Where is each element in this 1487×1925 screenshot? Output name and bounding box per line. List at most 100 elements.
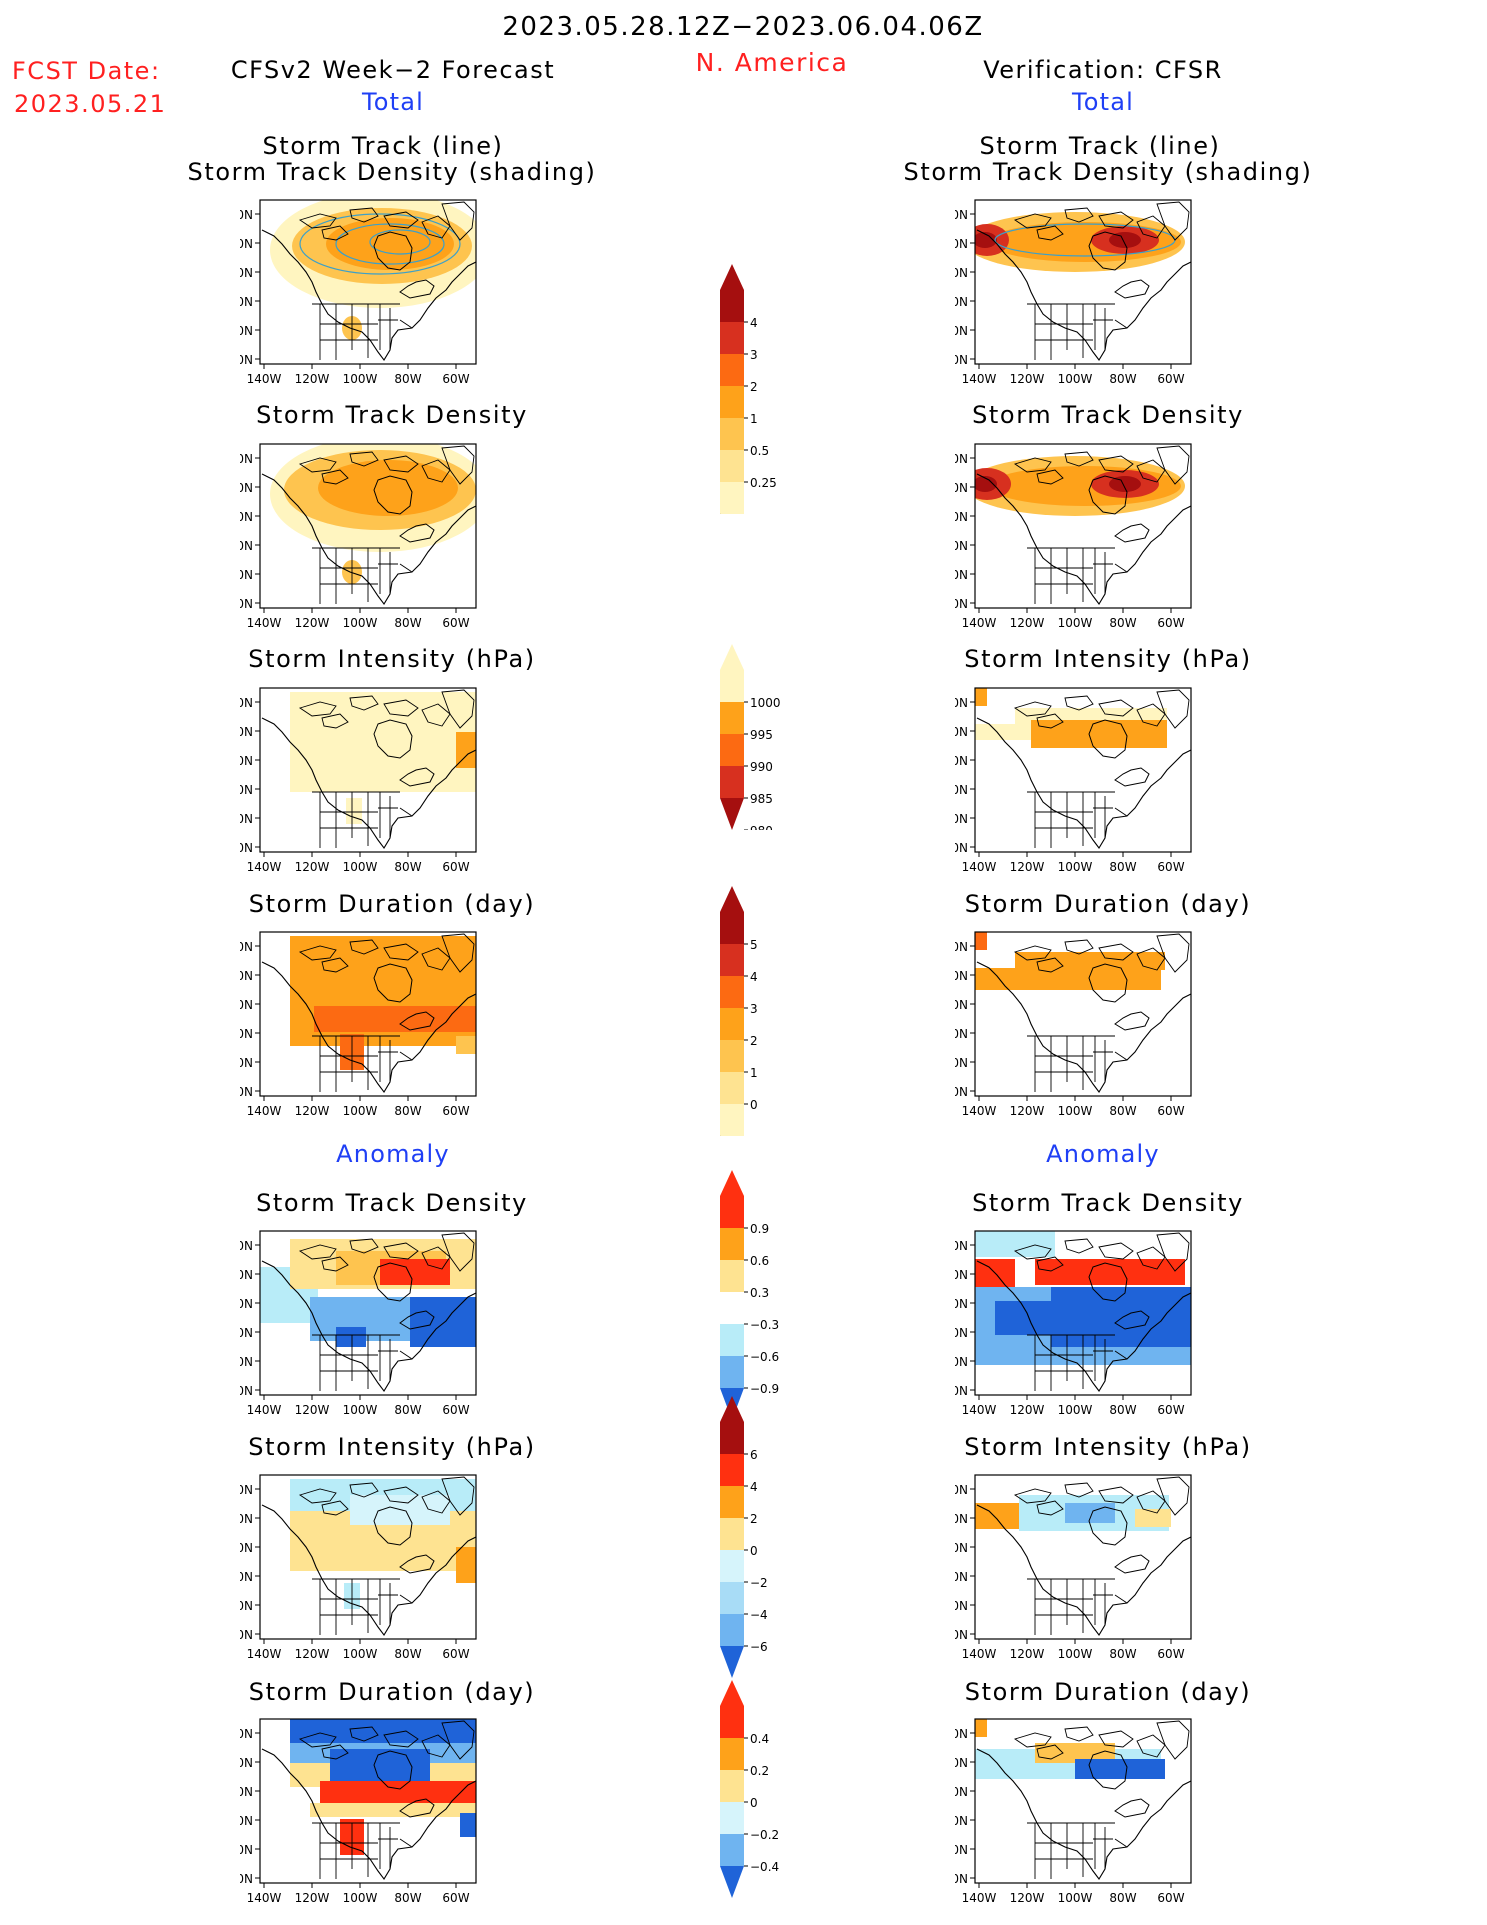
lat-tick-label: 40N [955,324,968,338]
lat-tick-label: 70N [240,969,253,983]
lat-tick-label: 70N [955,481,968,495]
lat-tick-label: 70N [240,725,253,739]
lat-tick-label: 40N [955,812,968,826]
lon-tick-label: 120W [1010,1104,1045,1118]
lon-tick-label: 140W [247,1104,282,1118]
forecast-column-title: CFSv2 Week−2 Forecast [230,56,556,84]
colorbar-tick-label: 4 [750,970,758,984]
lat-tick-label: 60N [955,998,968,1012]
lon-tick-label: 80W [394,1403,421,1417]
lon-tick-label: 60W [1157,860,1184,874]
panel-title-duration-anom-fcst: Storm Duration (day) [248,1678,536,1706]
colorbar-tick-label: 985 [750,792,773,806]
lon-tick-label: 60W [1157,1891,1184,1905]
colorbar-tick-label: 0 [750,1796,758,1810]
lat-tick-label: 80N [240,452,253,466]
lon-tick-label: 60W [1157,1647,1184,1661]
lat-tick-label: 70N [240,1512,253,1526]
colorbar-tick-label: 5 [750,938,758,952]
lon-tick-label: 140W [962,372,997,386]
colorbar-tick-label: 0.5 [750,444,769,458]
lon-tick-label: 140W [962,1403,997,1417]
lat-tick-label: 50N [955,295,968,309]
colorbar-tick-label: 0.4 [750,1732,769,1746]
lat-tick-label: 60N [240,998,253,1012]
lon-tick-label: 120W [1010,860,1045,874]
lat-tick-label: 30N [240,1085,253,1099]
lat-tick-label: 30N [955,841,968,855]
lat-tick-label: 60N [955,266,968,280]
lat-tick-label: 40N [955,1599,968,1613]
lat-tick-label: 50N [240,295,253,309]
panel-title-intensity-anom-verif: Storm Intensity (hPa) [964,1433,1252,1461]
lat-tick-label: 60N [955,1785,968,1799]
lon-tick-label: 140W [962,616,997,630]
colorbar-tick-label: 0.2 [750,1764,769,1778]
lon-tick-label: 60W [1157,372,1184,386]
lon-tick-label: 60W [442,860,469,874]
lon-tick-label: 140W [247,1891,282,1905]
lat-tick-label: 40N [240,568,253,582]
map-panel-density-verif: 80N 70N 60N 50N 40N 30N 140W 120W 100W 80W 60W [944,438,1217,642]
lon-tick-label: 120W [295,1403,330,1417]
lon-tick-label: 60W [1157,616,1184,630]
lon-tick-label: 140W [247,1647,282,1661]
lon-tick-label: 60W [442,372,469,386]
panel-title-duration-fcst: Storm Duration (day) [248,890,536,918]
colorbar-tick-label: 3 [750,1002,758,1016]
anomaly-label-left: Anomaly [336,1140,450,1168]
lon-tick-label: 140W [247,372,282,386]
lon-tick-label: 80W [394,1647,421,1661]
lon-tick-label: 60W [442,1891,469,1905]
colorbar-tick-label: 0.9 [750,1222,769,1236]
lat-tick-label: 80N [240,1239,253,1253]
colorbar-tick-label: 6 [750,1448,758,1462]
lat-tick-label: 60N [955,1541,968,1555]
map-panel-duration-verif: 80N 70N 60N 50N 40N 30N 140W 120W 100W 80W 60W [944,926,1217,1130]
panel-title-intensity-fcst: Storm Intensity (hPa) [248,645,536,673]
lat-tick-label: 30N [955,1085,968,1099]
lat-tick-label: 60N [240,1541,253,1555]
lon-tick-label: 120W [1010,616,1045,630]
colorbar-tick-label: −0.9 [750,1382,779,1396]
lat-tick-label: 50N [240,1570,253,1584]
lon-tick-label: 60W [1157,1104,1184,1118]
lon-tick-label: 140W [247,616,282,630]
lat-tick-label: 30N [240,353,253,367]
colorbar-density-total: 4 3 2 1 0.5 0.25 [716,262,796,539]
lon-tick-label: 120W [1010,1403,1045,1417]
lat-tick-label: 80N [240,1483,253,1497]
lon-tick-label: 140W [962,860,997,874]
lon-tick-label: 120W [1010,372,1045,386]
lat-tick-label: 80N [240,940,253,954]
lon-tick-label: 140W [962,1104,997,1118]
map-panel-duration-anom-verif: 80N 70N 60N 50N 40N 30N 140W 120W 100W 80W 60W [944,1713,1217,1917]
lon-tick-label: 80W [394,1104,421,1118]
lat-tick-label: 40N [955,1056,968,1070]
lon-tick-label: 80W [1109,616,1136,630]
map-panel-duration-anom-fcst: 80N 70N 60N 50N 40N 30N 140W 120W 100W 80W 60W [229,1713,502,1917]
panel-title-intensity-verif: Storm Intensity (hPa) [964,645,1252,673]
colorbar-tick-label: 2 [750,1034,758,1048]
lat-tick-label: 70N [955,1268,968,1282]
lat-tick-label: 30N [240,597,253,611]
colorbar-tick-label: 4 [750,1480,758,1494]
lat-tick-label: 40N [240,1056,253,1070]
map-panel-intensity-verif: 80N 70N 60N 50N 40N 30N 140W 120W 100W 80W 60W [944,682,1217,886]
lon-tick-label: 100W [1058,1647,1093,1661]
lat-tick-label: 60N [240,266,253,280]
lat-tick-label: 50N [240,1814,253,1828]
lon-tick-label: 100W [1058,372,1093,386]
colorbar-intensity-total: 1000 995 990 985 980 [716,642,796,838]
colorbar-tick-label: 1000 [750,696,781,710]
colorbar-tick-label: 3 [750,348,758,362]
panel-title-density-anom-verif: Storm Track Density [972,1189,1244,1217]
lat-tick-label: 30N [955,353,968,367]
lon-tick-label: 100W [1058,1403,1093,1417]
lon-tick-label: 120W [295,616,330,630]
lon-tick-label: 80W [394,616,421,630]
lat-tick-label: 80N [955,1239,968,1253]
colorbar-tick-label: −0.6 [750,1350,779,1364]
lat-tick-label: 30N [240,1628,253,1642]
lat-tick-label: 70N [240,1268,253,1282]
